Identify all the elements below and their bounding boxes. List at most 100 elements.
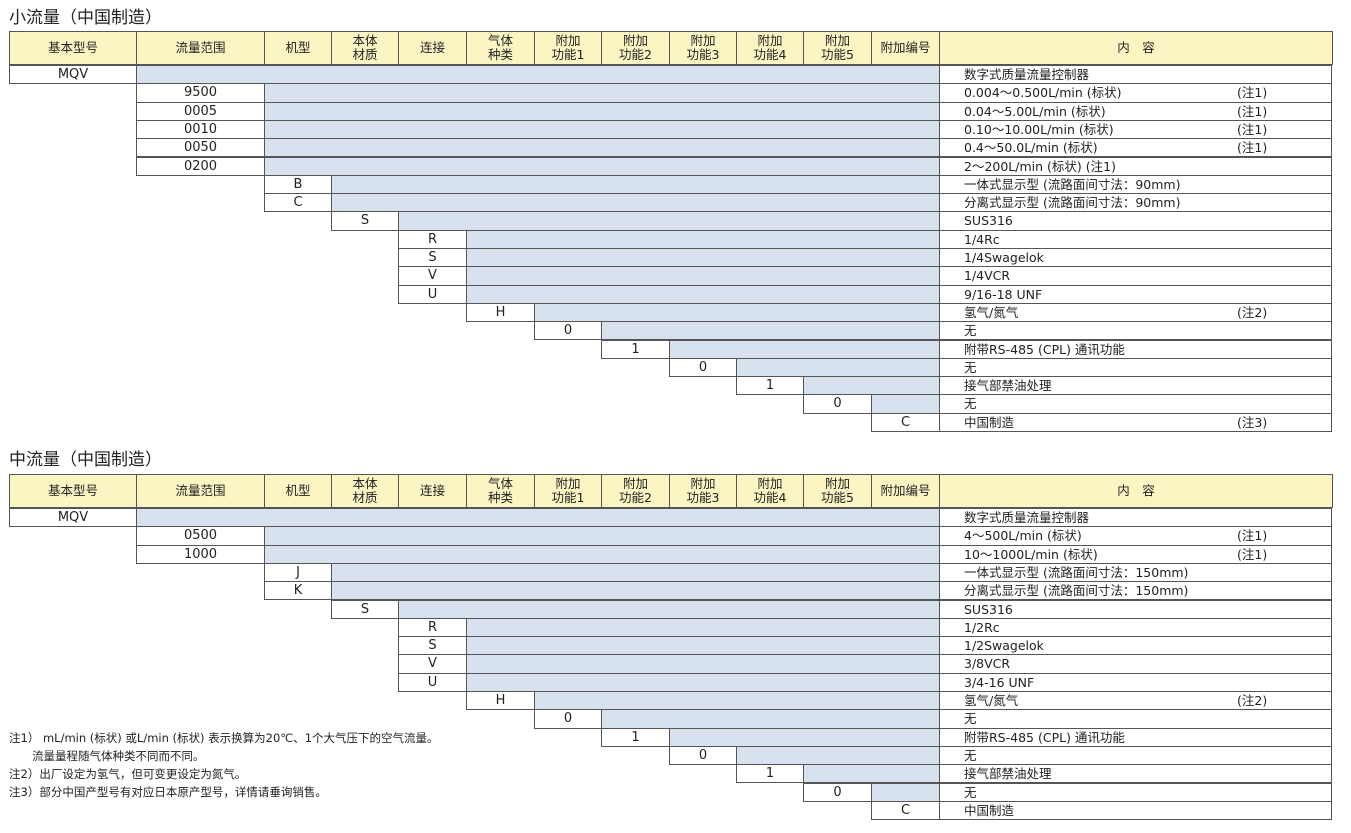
- option-code: H: [466, 302, 535, 323]
- spacer-band: [331, 562, 940, 583]
- option-code: MQV: [9, 508, 137, 528]
- option-description: 分离式显示型 (流路面间寸法：150mm): [939, 581, 1332, 601]
- header-cell: 本体 材质: [331, 31, 399, 65]
- note-ref: (注2): [1237, 304, 1268, 320]
- spacer-band: [669, 727, 940, 747]
- header-cell: 基本型号: [9, 474, 137, 508]
- spacer-band: [136, 65, 940, 85]
- option-description: 1/2Rc: [939, 617, 1332, 638]
- header-cell: 基本型号: [9, 31, 137, 65]
- option-code: U: [398, 284, 467, 304]
- option-code: V: [398, 266, 467, 286]
- option-code: 1: [736, 376, 804, 396]
- option-code: B: [264, 174, 332, 195]
- description-text: 分离式显示型 (流路面间寸法：150mm): [964, 583, 1189, 599]
- spacer-band: [534, 302, 940, 323]
- option-description: 氢气/氮气 (注2): [939, 302, 1332, 323]
- option-description: 1/4Swagelok: [939, 248, 1332, 268]
- header-cell: 连接: [398, 31, 467, 65]
- header-cell: 附加 功能1: [534, 31, 602, 65]
- description-text: 无: [964, 784, 977, 800]
- option-description: 无: [939, 357, 1332, 378]
- description-text: 中国制造: [964, 414, 1015, 430]
- description-text: 0.04～5.00L/min (标状): [964, 103, 1106, 119]
- description-text: 接气部禁油处理: [964, 766, 1052, 782]
- header-cell: 附加 功能3: [669, 474, 737, 508]
- description-text: 0.4～50.0L/min (标状): [964, 140, 1098, 156]
- note-ref: (注1): [1237, 103, 1268, 119]
- header-cell: 流量范围: [136, 31, 265, 65]
- spacer-band: [466, 229, 940, 249]
- option-description: 3/8VCR: [939, 654, 1332, 674]
- option-description: 中国制造 (注3): [939, 412, 1332, 432]
- option-description: 10～1000L/min (标状) (注1): [939, 544, 1332, 564]
- option-code: C: [871, 412, 940, 432]
- option-description: 数字式质量流量控制器: [939, 65, 1332, 85]
- medium-flow-table: 基本型号 流量范围 机型 本体 材质 连接 气体 种类 附加 功能1 附加 功能2 附加 功能3 附加 功能4…: [9, 474, 1333, 821]
- header-cell: 流量范围: [136, 474, 265, 508]
- option-code: V: [398, 654, 467, 674]
- note-ref: (注3): [1237, 414, 1268, 430]
- option-description: 4～500L/min (标状) (注1): [939, 526, 1332, 546]
- header-cell: 附加 功能5: [803, 474, 872, 508]
- description-text: 0.10～10.00L/min (标状): [964, 121, 1114, 137]
- header-cell: 附加 功能1: [534, 474, 602, 508]
- footnote-2: 注2）出厂设定为氢气，但可变更设定为氮气。: [9, 767, 247, 781]
- option-description: 1/4VCR: [939, 266, 1332, 286]
- option-description: 无: [939, 709, 1332, 729]
- description-text: 数字式质量流量控制器: [964, 67, 1090, 82]
- spacer-band: [264, 156, 940, 176]
- option-code: 1: [601, 727, 670, 747]
- description-text: 2～200L/min (标状) (注1): [964, 158, 1116, 174]
- option-code: R: [398, 229, 467, 249]
- option-code: 1: [736, 764, 804, 784]
- option-description: 附带RS-485 (CPL) 通讯功能: [939, 727, 1332, 747]
- header-cell: 附加 功能2: [601, 31, 670, 65]
- option-description: 分离式显示型 (流路面间寸法：90mm): [939, 193, 1332, 213]
- description-text: 一体式显示型 (流路面间寸法：150mm): [964, 564, 1189, 580]
- spacer-band: [601, 321, 940, 341]
- option-code: S: [331, 211, 399, 231]
- footnotes: 注1） mL/min (标状) 或L/min (标状) 表示换算为20℃、1个大…: [9, 729, 439, 801]
- spacer-band: [466, 248, 940, 268]
- spacer-band: [398, 211, 940, 231]
- description-text: 无: [964, 323, 977, 339]
- footnote-1: 注1） mL/min (标状) 或L/min (标状) 表示换算为20℃、1个大…: [9, 731, 439, 745]
- option-code: 0005: [136, 101, 265, 121]
- note-ref: (注1): [1237, 546, 1268, 562]
- option-code: 1000: [136, 544, 265, 564]
- footnote-3: 注3）部分中国产型号有对应日本原产型号，详情请垂询销售。: [9, 785, 327, 799]
- option-description: SUS316: [939, 211, 1332, 231]
- option-code: H: [466, 691, 535, 711]
- description-text: 0.004～0.500L/min (标状): [964, 85, 1122, 101]
- option-description: 氢气/氮气 (注2): [939, 691, 1332, 711]
- note-ref: (注1): [1237, 85, 1268, 101]
- option-code: U: [398, 672, 467, 692]
- small-flow-table: 基本型号 流量范围 机型 本体 材质 连接 气体 种类 附加 功能1 附加 功能2 附加 功能3 附加 功能4…: [9, 31, 1333, 433]
- option-code: 0: [669, 357, 737, 378]
- spacer-band: [264, 544, 940, 564]
- spacer-band: [466, 284, 940, 304]
- option-code: S: [331, 599, 399, 619]
- description-text: 1/2Swagelok: [964, 638, 1044, 654]
- option-description: 无: [939, 745, 1332, 766]
- description-text: SUS316: [964, 601, 1013, 617]
- spacer-band: [264, 119, 940, 140]
- option-description: 3/4-16 UNF: [939, 672, 1332, 692]
- header-cell: 内 容: [939, 474, 1333, 508]
- option-code: 0010: [136, 119, 265, 140]
- option-code: 0: [534, 709, 602, 729]
- option-code: 1: [601, 339, 670, 359]
- description-text: 附带RS-485 (CPL) 通讯功能: [964, 341, 1125, 357]
- option-code: S: [398, 636, 467, 656]
- option-code: K: [264, 581, 332, 601]
- description-text: 接气部禁油处理: [964, 378, 1052, 394]
- option-description: 无: [939, 782, 1332, 802]
- header-cell: 附加 功能3: [669, 31, 737, 65]
- option-code: C: [871, 800, 940, 821]
- description-text: 10～1000L/min (标状): [964, 546, 1098, 562]
- option-description: 0.04～5.00L/min (标状) (注1): [939, 101, 1332, 121]
- spacer-band: [264, 138, 940, 158]
- description-text: 数字式质量流量控制器: [964, 510, 1090, 525]
- header-cell: 气体 种类: [466, 474, 535, 508]
